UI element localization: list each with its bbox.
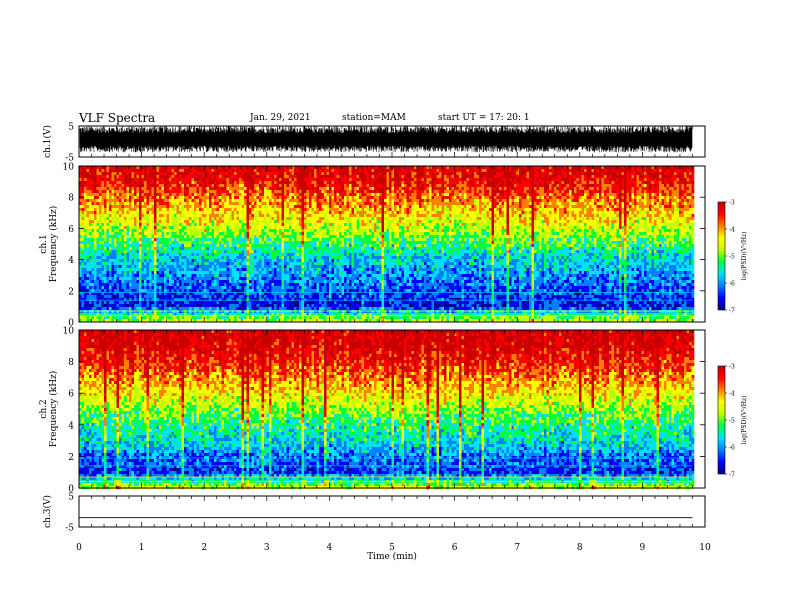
x-tick-label: 2 <box>201 543 207 553</box>
x-tick-label: 0 <box>76 543 82 553</box>
ch2-colorbar-tick-label: -7 <box>729 472 735 479</box>
x-tick-label: 1 <box>139 543 145 553</box>
ch2-ylabel: Frequency (kHz) <box>48 371 59 448</box>
ch1-waveform-trace <box>80 126 692 152</box>
ch1-ytick-label: 2 <box>68 287 74 297</box>
x-tick-label: 3 <box>264 543 270 553</box>
ch1-colorbar <box>718 202 725 310</box>
ch2-colorbar-tick-label: -6 <box>729 445 735 452</box>
ch1-ylabel: ch.1 <box>39 234 49 253</box>
x-tick-label: 4 <box>327 543 333 553</box>
ch3-ylabel: ch.3(V) <box>42 495 53 528</box>
ch1-colorbar-tick-label: -7 <box>729 308 735 315</box>
ch2-ylabel: ch.2 <box>39 399 49 418</box>
ch1-spectrogram <box>79 166 694 322</box>
ch2-colorbar-tick-label: -5 <box>729 418 735 425</box>
ch1-ylabel: Frequency (kHz) <box>48 206 59 283</box>
ch2-colorbar-tick-label: -4 <box>729 391 735 398</box>
x-axis-label: Time (min) <box>367 551 417 562</box>
ch2-colorbar <box>718 366 725 474</box>
ch2-spectrogram <box>79 330 694 489</box>
ch2-ytick-label: 2 <box>68 453 74 463</box>
ch3-ytick-label: -5 <box>65 524 74 534</box>
ch1-colorbar-tick-label: -4 <box>729 227 735 234</box>
ch1-colorbar-tick-label: -5 <box>729 254 735 261</box>
ch1-waveform-ylabel: ch.1(V) <box>42 125 53 158</box>
ch1-colorbar-tick-label: -3 <box>729 200 735 207</box>
ch1-ytick-label: 10 <box>63 163 75 173</box>
x-tick-label: 6 <box>452 543 458 553</box>
ch1-colorbar-label: log(PSD)(V²/Hz) <box>741 232 748 281</box>
ch2-colorbar-label: log(PSD)(V²/Hz) <box>741 396 748 445</box>
ch2-colorbar-tick-label: -3 <box>729 364 735 371</box>
ch1-ytick-label: 8 <box>68 194 74 204</box>
ch2-ytick-label: 8 <box>68 358 74 368</box>
ch1-colorbar-tick-label: -6 <box>729 281 735 288</box>
x-tick-label: 10 <box>699 543 711 553</box>
ch2-ytick-label: 4 <box>68 421 74 431</box>
ch2-ytick-label: 10 <box>63 327 75 337</box>
x-tick-label: 8 <box>577 543 583 553</box>
ch1-ytick-label: 6 <box>68 225 74 235</box>
ch1-ytick-label: 4 <box>68 256 74 266</box>
x-tick-label: 7 <box>514 543 520 553</box>
ch2-ytick-label: 6 <box>68 390 74 400</box>
ch1-ytick-label: 5 <box>68 123 74 133</box>
ch3-ytick-label: 5 <box>68 493 74 503</box>
x-tick-label: 9 <box>640 543 646 553</box>
